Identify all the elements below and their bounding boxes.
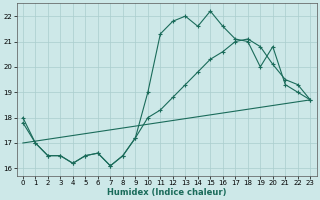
X-axis label: Humidex (Indice chaleur): Humidex (Indice chaleur) [107, 188, 226, 197]
